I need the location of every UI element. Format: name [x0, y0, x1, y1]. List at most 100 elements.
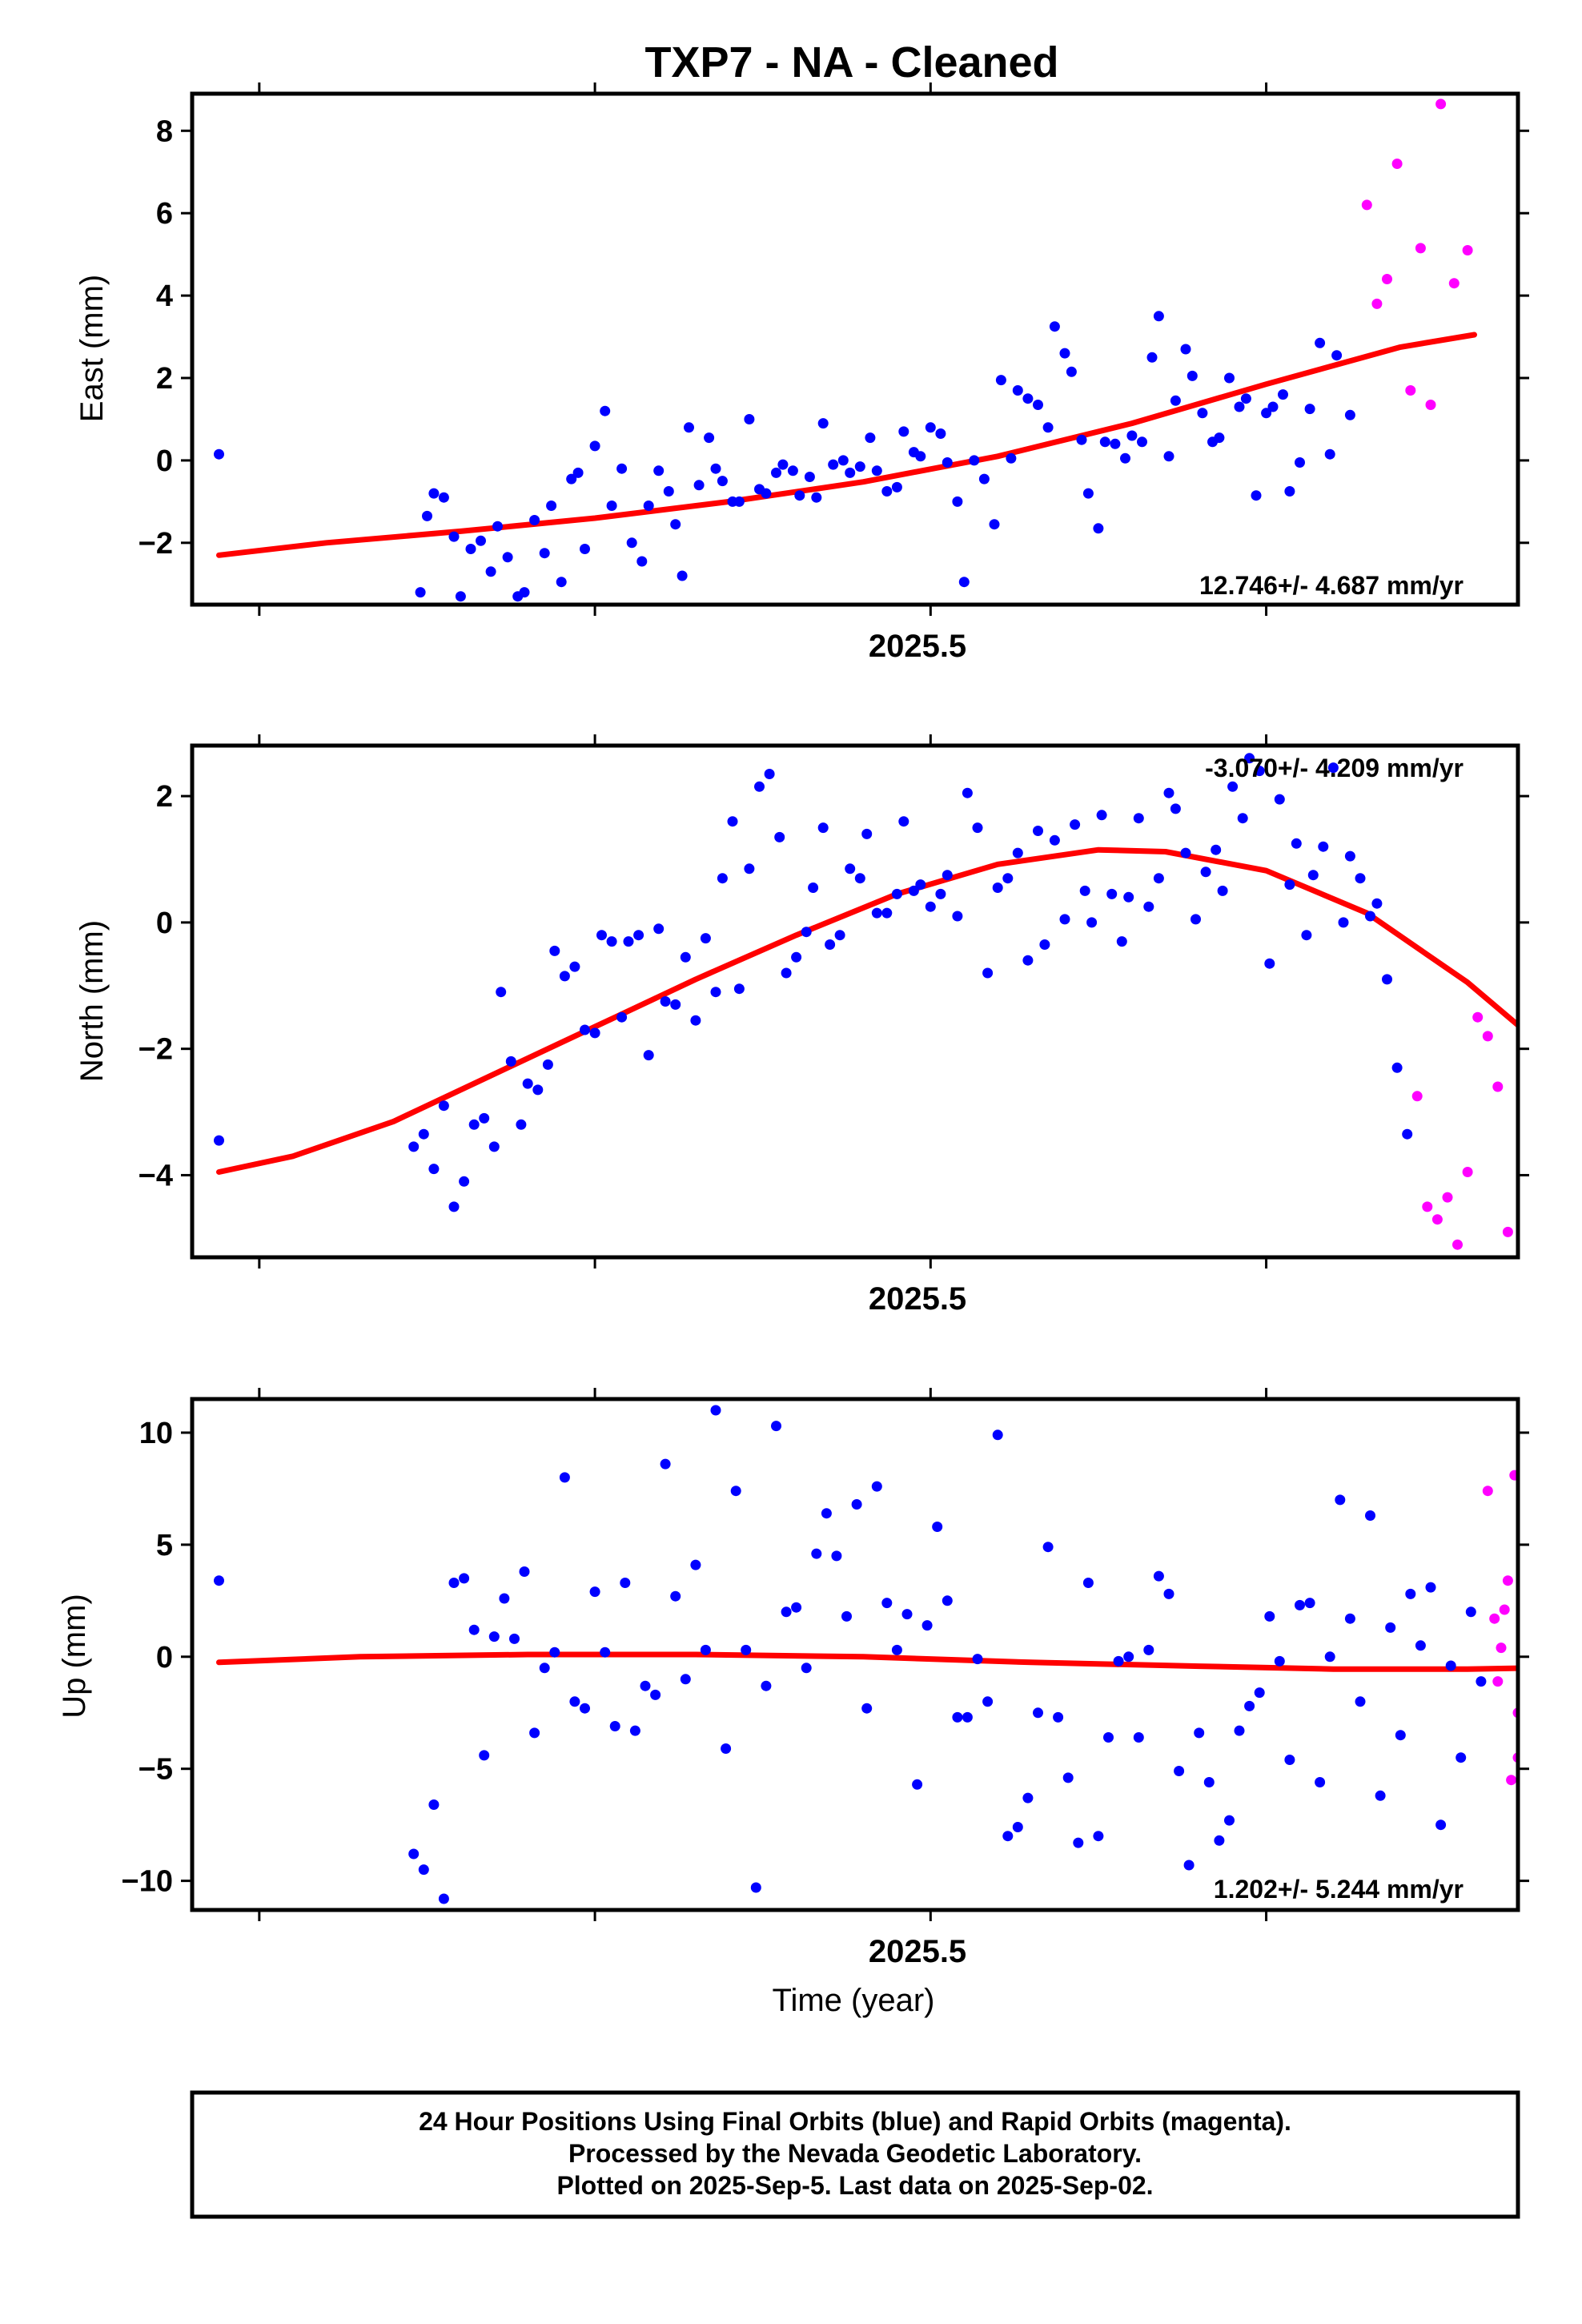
up-final-point-81	[1214, 1835, 1225, 1846]
up-y-tick-label-0: 10	[139, 1417, 173, 1450]
east-rapid-point-0	[1361, 199, 1372, 211]
up-final-point-16	[559, 1472, 570, 1483]
north-final-point-85	[1191, 914, 1201, 925]
up-y-tick-label-2: 0	[156, 1641, 173, 1675]
north-final-point-16	[549, 945, 560, 956]
north-final-point-46	[825, 939, 836, 950]
up-final-point-98	[1385, 1622, 1396, 1633]
up-final-point-17	[569, 1696, 580, 1707]
north-final-point-91	[1244, 753, 1255, 764]
up-final-point-78	[1183, 1860, 1195, 1871]
up-final-point-33	[730, 1486, 741, 1497]
east-final-point-74	[1049, 321, 1060, 332]
north-fit-line	[216, 846, 1518, 1175]
east-final-point-51	[845, 467, 856, 478]
north-final-point-90	[1237, 813, 1248, 824]
north-y-tick-label-0: 2	[156, 780, 173, 814]
up-final-point-105	[1456, 1752, 1467, 1763]
up-final-point-96	[1365, 1510, 1375, 1521]
north-y-tick-label-2: −2	[139, 1033, 173, 1067]
north-final-point-23	[616, 1011, 628, 1023]
up-final-point-7	[468, 1624, 480, 1635]
east-final-point-57	[898, 426, 909, 437]
north-final-point-47	[834, 930, 845, 941]
up-final-point-61	[1012, 1822, 1023, 1832]
up-final-point-88	[1284, 1755, 1295, 1765]
east-final-point-24	[616, 463, 628, 474]
up-final-point-3	[428, 1799, 440, 1810]
up-final-point-48	[881, 1598, 893, 1609]
east-final-point-84	[1137, 436, 1147, 448]
east-final-point-72	[1033, 400, 1043, 410]
up-final-point-50	[901, 1609, 913, 1620]
up-final-point-62	[1022, 1792, 1034, 1803]
up-y-tick-label-4: −10	[122, 1865, 173, 1899]
east-final-point-88	[1170, 395, 1181, 406]
east-rapid-point-6	[1425, 400, 1436, 410]
up-final-point-12	[519, 1566, 530, 1577]
north-final-point-58	[935, 888, 946, 899]
up-final-point-90	[1304, 1598, 1315, 1609]
east-final-point-100	[1278, 389, 1288, 400]
up-final-point-83	[1234, 1725, 1245, 1736]
up-final-point-87	[1274, 1655, 1285, 1667]
north-final-point-71	[1059, 914, 1070, 925]
north-final-point-82	[1163, 787, 1174, 798]
north-final-point-39	[764, 769, 775, 779]
east-final-point-1	[415, 587, 426, 598]
east-rapid-point-1	[1371, 298, 1383, 309]
north-plot-frame	[190, 743, 1520, 1260]
east-final-point-95	[1234, 401, 1245, 412]
north-final-point-1	[408, 1141, 420, 1152]
panel-north-points-layer	[214, 753, 1513, 1250]
east-final-point-2	[422, 510, 432, 521]
east-final-point-91	[1197, 408, 1208, 419]
up-final-point-21	[609, 1721, 620, 1731]
north-final-point-11	[505, 1055, 516, 1067]
east-y-tick-label-4: 0	[156, 444, 173, 478]
east-y-tick-label-5: −2	[139, 527, 173, 561]
north-y-tick-label-3: −4	[139, 1159, 173, 1192]
east-y-tick-label-0: 8	[156, 115, 173, 148]
east-final-point-29	[663, 486, 674, 497]
up-final-point-91	[1315, 1777, 1326, 1787]
north-final-point-68	[1033, 826, 1043, 836]
north-final-point-103	[1355, 873, 1366, 884]
east-final-point-90	[1186, 370, 1198, 381]
north-final-point-33	[710, 987, 721, 998]
north-final-point-106	[1382, 974, 1392, 985]
north-final-point-69	[1039, 939, 1050, 950]
up-y-tick-label-1: 5	[156, 1529, 173, 1562]
up-final-point-22	[620, 1578, 631, 1588]
east-final-point-13	[519, 587, 530, 598]
north-final-point-8	[479, 1112, 490, 1124]
north-final-point-21	[596, 930, 607, 941]
east-y-axis-label: East (mm)	[74, 275, 110, 422]
east-final-point-16	[546, 501, 557, 511]
north-rapid-point-9	[1502, 1226, 1513, 1237]
east-final-point-65	[969, 455, 980, 466]
north-final-point-105	[1371, 898, 1383, 909]
north-rate-label: -3.070+/- 4.209 mm/yr	[1205, 754, 1464, 782]
up-final-point-104	[1445, 1660, 1456, 1671]
north-final-point-108	[1402, 1128, 1413, 1140]
up-final-point-84	[1244, 1700, 1255, 1711]
east-final-point-19	[572, 467, 584, 478]
east-final-point-63	[952, 496, 963, 507]
up-final-point-82	[1224, 1815, 1235, 1826]
north-final-point-26	[643, 1050, 654, 1061]
up-final-point-9	[488, 1631, 500, 1642]
east-final-point-28	[653, 465, 665, 476]
north-final-point-74	[1086, 917, 1098, 928]
up-final-point-2	[418, 1864, 429, 1876]
up-final-point-57	[972, 1654, 983, 1665]
north-final-point-95	[1284, 879, 1295, 891]
east-final-point-60	[925, 422, 936, 433]
up-final-point-6	[459, 1573, 470, 1584]
north-rapid-point-2	[1431, 1214, 1443, 1225]
north-final-point-55	[908, 885, 919, 896]
north-final-point-98	[1307, 870, 1319, 881]
east-final-point-49	[828, 459, 839, 470]
up-final-point-79	[1194, 1727, 1205, 1739]
up-rate-label: 1.202+/- 5.244 mm/yr	[1214, 1875, 1464, 1904]
